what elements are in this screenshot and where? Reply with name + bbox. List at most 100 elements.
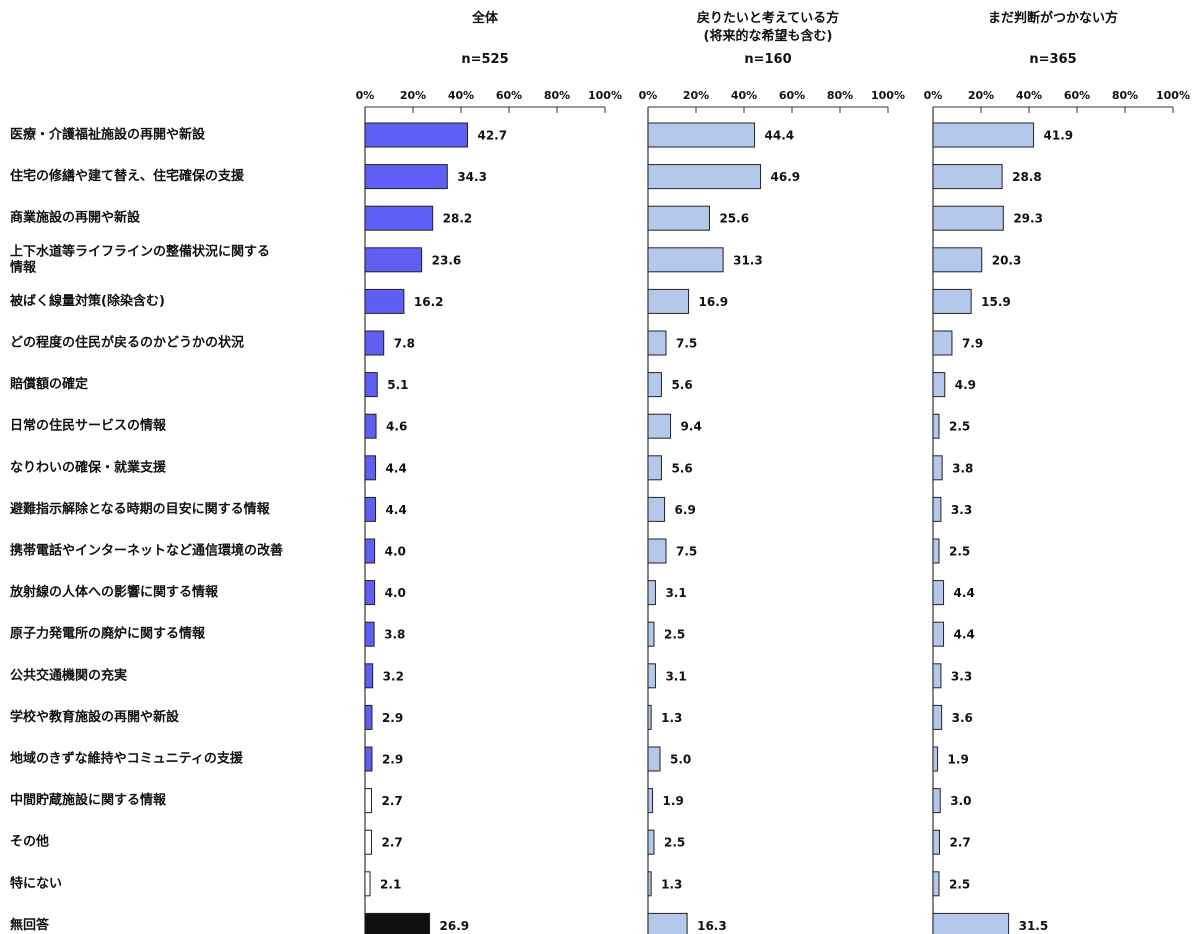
data-label: 7.9 bbox=[962, 337, 983, 351]
data-label: 20.3 bbox=[992, 253, 1022, 267]
bar bbox=[647, 247, 724, 273]
bar bbox=[364, 247, 423, 273]
bar bbox=[364, 122, 468, 148]
bar bbox=[932, 538, 940, 564]
tick-label: 0% bbox=[639, 89, 658, 102]
data-label: 3.3 bbox=[951, 669, 972, 683]
category-label: 携帯電話やインターネットなど通信環境の改善 bbox=[10, 543, 283, 559]
tick-label: 100% bbox=[871, 89, 905, 102]
bar bbox=[364, 164, 448, 190]
category-label: 原子力発電所の廃炉に関する情報 bbox=[10, 626, 206, 642]
bar bbox=[364, 372, 378, 398]
data-label: 5.6 bbox=[671, 378, 692, 392]
tick-label: 40% bbox=[731, 89, 757, 102]
bar bbox=[932, 788, 941, 814]
tick-label: 40% bbox=[448, 89, 474, 102]
bar bbox=[932, 580, 945, 606]
tick-label: 80% bbox=[1112, 89, 1138, 102]
data-label: 4.4 bbox=[386, 503, 407, 517]
data-label: 2.5 bbox=[949, 420, 970, 434]
tick-label: 0% bbox=[924, 89, 943, 102]
data-label: 2.5 bbox=[949, 877, 970, 891]
data-label: 5.1 bbox=[387, 378, 408, 392]
category-label: どの程度の住民が戻るのかどうかの状況 bbox=[10, 335, 244, 351]
panel-title: 全体 bbox=[471, 10, 499, 26]
bar bbox=[364, 288, 405, 314]
tick-label: 60% bbox=[496, 89, 522, 102]
data-label: 2.5 bbox=[949, 545, 970, 559]
category-label: 公共交通機関の充実 bbox=[10, 667, 127, 683]
category-label: 商業施設の再開や新設 bbox=[10, 210, 141, 226]
data-label: 3.8 bbox=[952, 461, 973, 475]
bar bbox=[932, 247, 983, 273]
bar bbox=[932, 912, 1010, 934]
data-label: 2.9 bbox=[382, 711, 403, 725]
bar bbox=[647, 330, 667, 356]
category-label: 日常の住民サービスの情報 bbox=[10, 418, 167, 434]
bar bbox=[932, 330, 953, 356]
data-label: 34.3 bbox=[457, 170, 487, 184]
data-label: 3.8 bbox=[384, 628, 405, 642]
tick-label: 60% bbox=[1064, 89, 1090, 102]
data-label: 7.5 bbox=[676, 545, 697, 559]
category-label: 上下水道等ライフラインの整備状況に関する bbox=[10, 243, 270, 259]
bar bbox=[364, 413, 377, 439]
category-label: 地域のきずな維持やコミュニティの支援 bbox=[10, 751, 244, 767]
bar bbox=[647, 580, 656, 606]
data-label: 4.6 bbox=[386, 420, 407, 434]
data-label: 31.5 bbox=[1019, 919, 1049, 933]
data-label: 28.8 bbox=[1012, 170, 1042, 184]
category-label: 中間貯蔵施設に関する情報 bbox=[10, 792, 167, 808]
panel-title: (将来的な希望も含む) bbox=[704, 28, 833, 44]
data-label: 28.2 bbox=[443, 212, 473, 226]
bar bbox=[932, 496, 942, 522]
data-label: 31.3 bbox=[733, 253, 763, 267]
tick-label: 20% bbox=[968, 89, 994, 102]
data-label: 1.3 bbox=[661, 877, 682, 891]
data-label: 2.1 bbox=[380, 877, 401, 891]
bar bbox=[364, 663, 374, 689]
bar bbox=[647, 829, 655, 855]
bar bbox=[647, 871, 652, 897]
bar bbox=[932, 621, 945, 647]
panel-n-label: n=365 bbox=[1029, 52, 1076, 67]
data-label: 4.0 bbox=[385, 545, 406, 559]
bar bbox=[364, 496, 377, 522]
data-label: 3.1 bbox=[665, 586, 686, 600]
data-label: 16.9 bbox=[699, 295, 729, 309]
data-label: 3.3 bbox=[951, 503, 972, 517]
bar bbox=[364, 205, 434, 231]
bar bbox=[932, 455, 943, 481]
tick-label: 20% bbox=[683, 89, 709, 102]
data-label: 5.6 bbox=[671, 461, 692, 475]
tick-label: 60% bbox=[779, 89, 805, 102]
tick-label: 40% bbox=[1016, 89, 1042, 102]
data-label: 25.6 bbox=[719, 212, 749, 226]
bar bbox=[932, 288, 972, 314]
tick-label: 0% bbox=[356, 89, 375, 102]
data-label: 6.9 bbox=[675, 503, 696, 517]
bar bbox=[932, 413, 940, 439]
bar bbox=[647, 372, 662, 398]
bar bbox=[932, 122, 1035, 148]
category-label: 情報 bbox=[10, 259, 37, 275]
tick-label: 100% bbox=[1156, 89, 1190, 102]
data-label: 4.0 bbox=[385, 586, 406, 600]
category-label: なりわいの確保・就業支援 bbox=[10, 459, 167, 475]
data-label: 4.9 bbox=[955, 378, 976, 392]
tick-label: 80% bbox=[544, 89, 570, 102]
data-label: 2.7 bbox=[381, 794, 402, 808]
data-label: 3.6 bbox=[952, 711, 973, 725]
bar bbox=[364, 621, 375, 647]
category-label: 住宅の修繕や建て替え、住宅確保の支援 bbox=[10, 168, 245, 184]
bar bbox=[364, 746, 373, 772]
tick-label: 20% bbox=[400, 89, 426, 102]
data-label: 26.9 bbox=[440, 919, 470, 933]
panel-title: まだ判断がつかない方 bbox=[988, 10, 1118, 26]
bar bbox=[647, 788, 654, 814]
data-label: 1.3 bbox=[661, 711, 682, 725]
data-label: 2.5 bbox=[664, 628, 685, 642]
bar bbox=[647, 663, 656, 689]
bar bbox=[647, 496, 666, 522]
